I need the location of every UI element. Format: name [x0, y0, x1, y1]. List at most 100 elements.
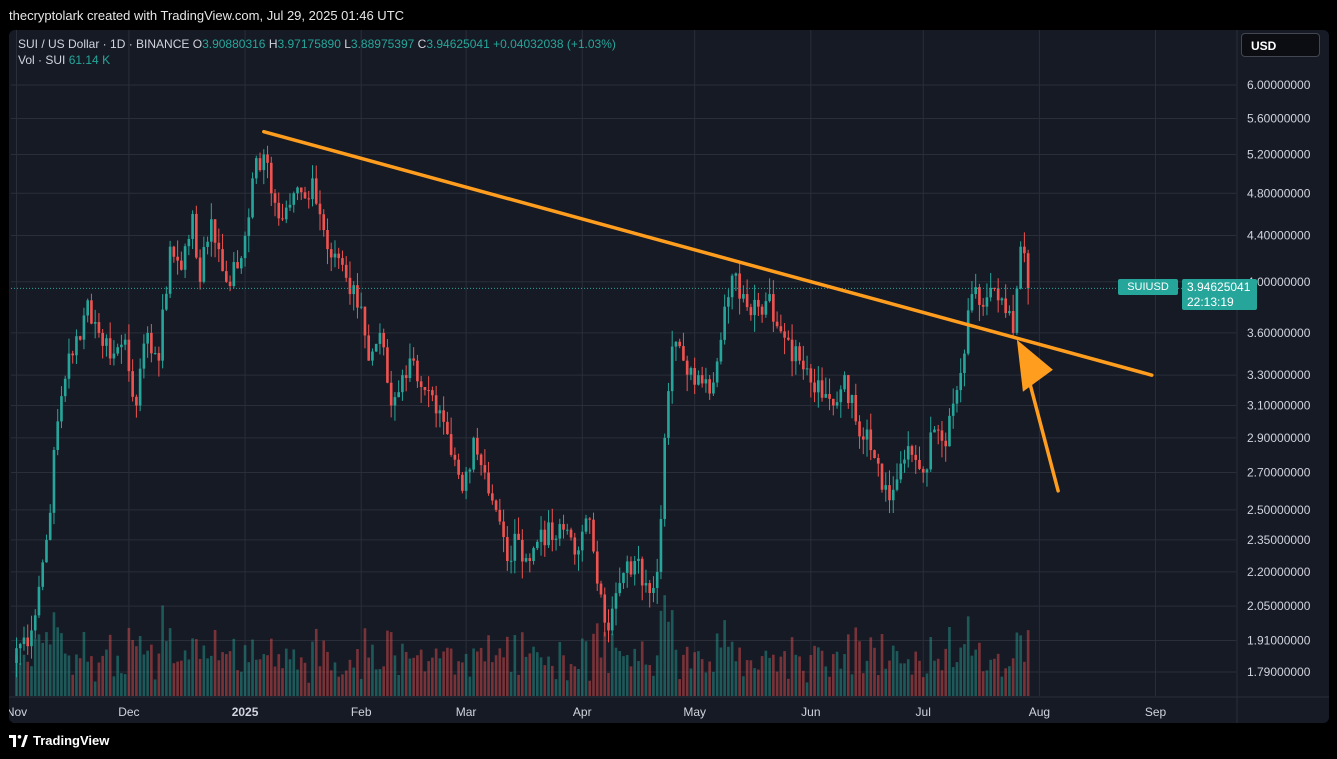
volume-bar	[895, 651, 899, 696]
tradingview-footer[interactable]: TradingView	[9, 733, 109, 748]
volume-bar	[195, 639, 198, 696]
volume-bar	[202, 645, 206, 696]
candle-body	[775, 321, 779, 327]
volume-bar	[135, 646, 138, 696]
volume-bar	[584, 641, 588, 696]
volume-bar	[449, 648, 453, 696]
footer-brand: TradingView	[33, 733, 110, 748]
volume-bar	[742, 676, 745, 696]
candle-body	[783, 331, 786, 338]
candle-body	[730, 275, 734, 298]
volume-bar	[142, 654, 146, 696]
volume-bar	[45, 632, 48, 696]
chart-panel[interactable]: 6.00000000 5.60000000 5.20000000 4.80000000…	[9, 30, 1329, 723]
candle-body	[359, 306, 363, 308]
candle-body	[105, 338, 108, 346]
candle-body	[738, 273, 741, 299]
candle-body	[37, 586, 41, 616]
candle-body	[573, 537, 577, 555]
volume-bar	[303, 662, 307, 696]
candle-body	[191, 213, 194, 239]
volume-bar	[30, 666, 33, 696]
volume-bar	[704, 672, 708, 696]
volume-bar	[929, 637, 933, 696]
volume-bar	[805, 682, 809, 696]
volume-bar	[637, 661, 640, 696]
volume-bar	[18, 663, 22, 696]
volume-bar	[734, 661, 738, 696]
candle-body	[584, 518, 588, 532]
candle-body	[288, 204, 292, 208]
volume-bar	[813, 645, 816, 696]
volume-bar	[888, 660, 891, 696]
currency-button[interactable]: USD	[1241, 33, 1320, 57]
legend-volume-label[interactable]: Vol · SUI	[18, 53, 66, 67]
volume-bar	[697, 651, 700, 696]
volume-bar	[75, 654, 78, 696]
y-tick-label: 2.20000000	[1247, 565, 1311, 579]
volume-bar	[978, 642, 981, 696]
volume-bar	[817, 647, 820, 696]
volume-bar	[93, 681, 97, 696]
volume-bar	[67, 655, 71, 696]
volume-bar	[258, 659, 262, 696]
volume-bar	[685, 646, 689, 696]
candle-body	[790, 339, 794, 362]
volume-bar	[86, 661, 89, 696]
candle-body	[419, 381, 423, 387]
candle-body	[108, 338, 112, 359]
volume-bar	[715, 633, 719, 696]
candle-body	[446, 421, 449, 435]
candle-body	[528, 558, 532, 562]
candle-body	[880, 463, 884, 490]
volume-bar	[254, 659, 258, 696]
candle-body	[629, 561, 633, 575]
candle-body	[161, 309, 164, 361]
candle-body	[479, 454, 483, 466]
candle-body	[157, 353, 161, 361]
volume-bar	[464, 653, 468, 696]
volume-bar	[187, 659, 191, 696]
candle-body	[165, 293, 168, 310]
candle-body	[895, 479, 899, 490]
volume-bar	[1026, 630, 1030, 696]
candle-body	[337, 253, 341, 259]
candle-body	[843, 375, 846, 390]
volume-bar	[434, 648, 438, 696]
volume-bar	[453, 674, 457, 696]
candle-body	[918, 459, 921, 469]
volume-bar	[228, 651, 232, 696]
volume-bar	[565, 680, 569, 696]
candle-body	[644, 583, 648, 586]
volume-bar	[876, 675, 880, 696]
volume-bar	[595, 623, 599, 696]
candle-body	[745, 294, 749, 308]
candle-body	[993, 287, 996, 289]
volume-bar	[622, 656, 625, 696]
volume-bar	[543, 665, 547, 696]
volume-bar	[419, 649, 423, 696]
y-tick-label: 6.00000000	[1247, 78, 1311, 92]
candle-body	[258, 158, 262, 171]
candle-body	[498, 509, 502, 522]
candle-body	[685, 360, 689, 375]
candle-body	[326, 230, 329, 250]
volume-bar	[910, 674, 914, 696]
volume-bar	[944, 648, 948, 696]
candle-body	[779, 326, 783, 332]
y-tick-label: 4.00000000	[1247, 275, 1311, 289]
candle-body	[123, 339, 127, 345]
volume-bar	[981, 671, 985, 696]
candle-body	[622, 572, 625, 584]
candle-body	[802, 360, 805, 370]
candle-body	[772, 294, 775, 322]
price-chart[interactable]: 6.00000000 5.60000000 5.20000000 4.80000000…	[9, 30, 1329, 723]
volume-bar	[322, 640, 326, 696]
volume-bar	[659, 610, 663, 696]
volume-bar	[352, 667, 356, 696]
volume-bar	[26, 661, 30, 696]
candle-body	[614, 593, 618, 609]
volume-bar	[273, 666, 277, 696]
volume-bar	[629, 666, 633, 696]
legend-symbol[interactable]: SUI / US Dollar · 1D · BINANCE	[18, 37, 190, 51]
